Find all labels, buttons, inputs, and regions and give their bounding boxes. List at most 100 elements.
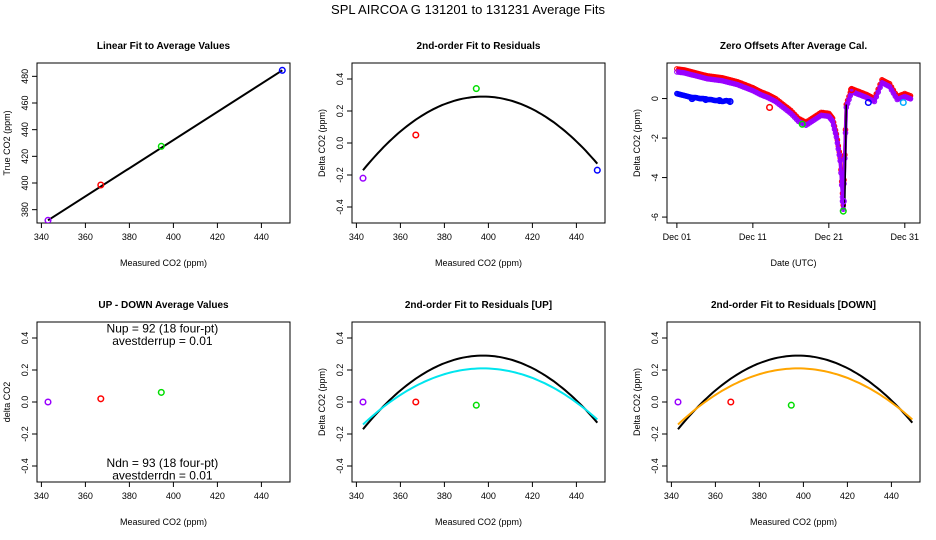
data-point <box>359 174 367 182</box>
series-point <box>704 76 711 82</box>
series-point <box>875 89 882 95</box>
x-tick-label: 340 <box>664 491 679 501</box>
series-point <box>838 170 844 176</box>
x-tick-label: 340 <box>34 232 49 242</box>
plot-frame <box>666 62 921 224</box>
data-point <box>787 401 795 409</box>
annotation-text: avestderrdn = 0.01 <box>112 469 213 483</box>
highlight-marker <box>798 120 806 128</box>
y-tick-label: -0.4 <box>335 199 345 215</box>
panel-title: UP - DOWN Average Values <box>98 300 229 311</box>
x-tick-label: Dec 01 <box>663 232 692 242</box>
y-tick-label: -6 <box>650 213 660 221</box>
x-tick-label: 360 <box>393 491 408 501</box>
series-point <box>907 96 914 102</box>
data-point <box>674 398 682 406</box>
x-tick-label: 360 <box>78 491 93 501</box>
data-point <box>97 395 105 403</box>
highlight-marker <box>839 207 847 215</box>
y-axis-label: delta CO2 <box>2 382 12 423</box>
y-tick-label: -0.4 <box>20 458 30 474</box>
series-point <box>836 152 843 158</box>
plot-area <box>44 388 165 406</box>
series-point <box>835 146 842 152</box>
x-tick-label: 440 <box>569 232 584 242</box>
y-axis-label: Delta CO2 (ppm) <box>632 368 642 436</box>
panel-title: 2nd-order Fit to Residuals <box>417 41 541 52</box>
data-point <box>727 398 735 406</box>
data-point <box>44 216 52 223</box>
x-tick-label: 440 <box>569 491 584 501</box>
x-tick-label: 380 <box>437 232 452 242</box>
x-axis-label: Measured CO2 (ppm) <box>120 258 207 268</box>
fit-curve <box>362 354 599 430</box>
panel-title: Zero Offsets After Average Cal. <box>720 41 867 52</box>
highlight-marker <box>848 86 856 94</box>
series-point <box>820 112 826 119</box>
y-tick-label: 0.0 <box>20 396 30 409</box>
highlight-marker <box>726 97 734 106</box>
data-point <box>593 166 601 174</box>
y-tick-label: -2 <box>650 134 660 142</box>
panel-linear-fit: Linear Fit to Average Values 340 360 380 400… <box>2 41 291 268</box>
x-tick-label: 340 <box>34 491 49 501</box>
y-axis-label: Delta CO2 (ppm) <box>632 109 642 177</box>
panel-zero-offsets: Zero Offsets After Average Cal. Dec 01 Dec… <box>632 41 921 268</box>
series-point <box>837 158 844 164</box>
y-tick-label: -0.2 <box>650 426 660 442</box>
y-tick-label: 0.0 <box>650 396 660 409</box>
fit-curve <box>677 367 913 426</box>
x-tick-label: 400 <box>481 232 496 242</box>
x-tick-label: 420 <box>840 491 855 501</box>
data-point <box>472 401 480 409</box>
data-point <box>44 398 52 406</box>
spike-connector <box>844 104 848 208</box>
series-point <box>841 180 847 187</box>
x-tick-label: 360 <box>78 232 93 242</box>
x-tick-label: 440 <box>884 491 899 501</box>
x-axis-label: Measured CO2 (ppm) <box>750 517 837 527</box>
y-tick-label: 0.4 <box>650 332 660 345</box>
series-point <box>708 76 714 83</box>
y-tick-label: 380 <box>20 202 30 217</box>
y-tick-label: -0.2 <box>20 426 30 442</box>
x-tick-label: 360 <box>708 491 723 501</box>
x-tick-label: 400 <box>166 232 181 242</box>
panel-title: 2nd-order Fit to Residuals [UP] <box>405 300 552 311</box>
plot-area <box>359 85 601 182</box>
highlight-marker <box>766 103 774 111</box>
y-axis-label: Delta CO2 (ppm) <box>317 109 327 177</box>
data-point <box>97 181 105 189</box>
plot-area <box>359 354 599 430</box>
y-tick-label: 0.2 <box>20 364 30 377</box>
highlight-marker <box>864 98 872 107</box>
data-point <box>472 85 480 93</box>
y-tick-label: -0.4 <box>650 458 660 474</box>
y-tick-label: 400 <box>20 175 30 190</box>
y-tick-label: -0.2 <box>335 426 345 442</box>
y-tick-label: -0.2 <box>335 167 345 183</box>
y-tick-label: 0.4 <box>20 332 30 345</box>
plot-frame <box>36 62 291 224</box>
x-tick-label: 360 <box>393 232 408 242</box>
x-tick-label: 380 <box>752 491 767 501</box>
data-point <box>412 398 420 406</box>
x-tick-label: 440 <box>254 491 269 501</box>
data-point <box>412 131 420 139</box>
x-tick-label: 400 <box>481 491 496 501</box>
panel-residual-fit-up: 2nd-order Fit to Residuals [UP] 340 360 380… <box>317 300 606 527</box>
highlight-marker <box>899 98 907 107</box>
x-axis-label: Measured CO2 (ppm) <box>120 517 207 527</box>
annotation-text: avestderrup = 0.01 <box>112 334 213 348</box>
y-tick-label: -0.4 <box>335 458 345 474</box>
plot-area <box>674 354 914 430</box>
highlight-marker <box>839 197 847 205</box>
x-tick-label: 420 <box>525 491 540 501</box>
annotation-text: Nup = 92 (18 four-pt) <box>107 321 219 335</box>
highlight-marker <box>702 95 710 104</box>
panel-residual-fit: 2nd-order Fit to Residuals 340 360 380 400 42… <box>317 41 606 268</box>
highlight-marker <box>715 96 723 105</box>
y-tick-label: 440 <box>20 122 30 137</box>
series-point <box>715 77 722 84</box>
y-tick-label: 0.2 <box>335 364 345 377</box>
